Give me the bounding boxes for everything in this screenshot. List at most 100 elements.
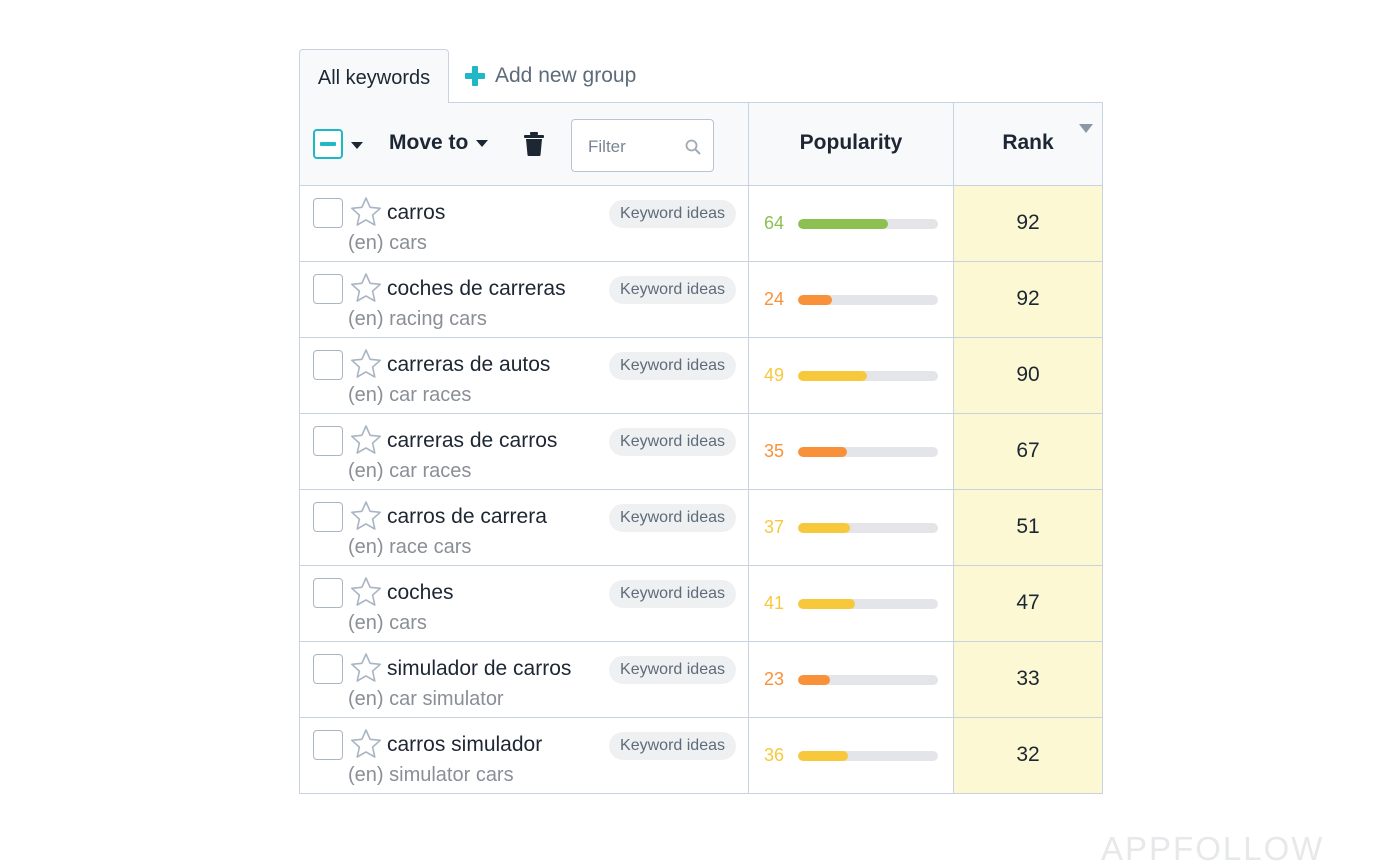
trash-icon[interactable] <box>523 132 545 156</box>
sort-desc-icon[interactable] <box>1079 124 1093 133</box>
star-icon[interactable] <box>350 576 382 608</box>
row-checkbox[interactable] <box>313 654 343 684</box>
add-new-group-button[interactable]: Add new group <box>465 61 636 91</box>
appfollow-watermark: APPFOLLOW <box>1101 830 1325 864</box>
row-checkbox[interactable] <box>313 350 343 380</box>
rank-cell: 33 <box>954 642 1102 717</box>
popularity-value: 64 <box>764 213 785 233</box>
select-options-chevron-down-icon[interactable] <box>351 142 363 149</box>
table-header: Move to Popularity <box>300 103 1102 185</box>
star-icon[interactable] <box>350 196 382 228</box>
rank-value: 33 <box>1016 667 1040 690</box>
tab-bar: All keywords Add new group <box>299 49 1103 103</box>
rank-value: 47 <box>1016 591 1040 614</box>
add-new-group-label: Add new group <box>495 64 637 87</box>
popularity-bar <box>798 523 938 533</box>
keyword-name: carreras de carros <box>387 429 558 452</box>
rank-value: 51 <box>1016 515 1040 538</box>
filter-field[interactable] <box>571 119 714 172</box>
popularity-bar-fill <box>798 751 849 761</box>
keyword-ideas-button[interactable]: Keyword ideas <box>609 276 736 304</box>
keyword-name: carros <box>387 201 446 224</box>
popularity-value: 35 <box>764 441 785 461</box>
keyword-ideas-button[interactable]: Keyword ideas <box>609 352 736 380</box>
popularity-bar-fill <box>798 523 850 533</box>
keyword-ideas-button[interactable]: Keyword ideas <box>609 656 736 684</box>
keyword-ideas-button[interactable]: Keyword ideas <box>609 428 736 456</box>
popularity-bar <box>798 599 938 609</box>
row-checkbox[interactable] <box>313 198 343 228</box>
popularity-cell: 35 <box>749 414 954 489</box>
popularity-value: 24 <box>764 289 785 309</box>
popularity-cell: 49 <box>749 338 954 413</box>
popularity-value: 23 <box>764 669 785 689</box>
popularity-bar <box>798 675 938 685</box>
star-icon[interactable] <box>350 348 382 380</box>
rank-cell: 92 <box>954 186 1102 261</box>
keyword-cell: coches de carreras (en) racing cars Keywor… <box>300 262 749 337</box>
filter-input[interactable] <box>588 134 678 160</box>
rank-cell: 67 <box>954 414 1102 489</box>
move-to-label: Move to <box>389 131 469 154</box>
rank-value: 67 <box>1016 439 1040 462</box>
keyword-name: simulador de carros <box>387 657 572 680</box>
star-icon[interactable] <box>350 652 382 684</box>
keyword-cell: carros (en) cars Keyword ideas <box>300 186 749 261</box>
chevron-down-icon <box>476 139 489 147</box>
popularity-bar-fill <box>798 295 832 305</box>
row-checkbox[interactable] <box>313 274 343 304</box>
keyword-translation: (en) car races <box>348 460 472 482</box>
tab-all-keywords[interactable]: All keywords <box>299 49 449 103</box>
popularity-bar-fill <box>798 219 888 229</box>
keyword-cell: simulador de carros (en) car simulator Key… <box>300 642 749 717</box>
keyword-ideas-button[interactable]: Keyword ideas <box>609 200 736 228</box>
keyword-name: carros simulador <box>387 733 543 756</box>
table-row: carros simulador (en) simulator cars Keywo… <box>300 717 1102 793</box>
popularity-bar-fill <box>798 371 867 381</box>
popularity-value: 37 <box>764 517 785 537</box>
select-all-checkbox[interactable] <box>313 129 343 159</box>
popularity-bar-fill <box>798 447 847 457</box>
row-checkbox[interactable] <box>313 426 343 456</box>
popularity-cell: 41 <box>749 566 954 641</box>
keyword-cell: carros de carrera (en) race cars Keyword i… <box>300 490 749 565</box>
keyword-translation: (en) car races <box>348 384 472 406</box>
keyword-cell: carreras de carros (en) car races Keyword … <box>300 414 749 489</box>
keyword-column-header: Move to <box>300 103 749 185</box>
move-to-dropdown[interactable]: Move to <box>389 131 489 155</box>
rank-header-label: Rank <box>1002 131 1054 154</box>
star-icon[interactable] <box>350 272 382 304</box>
table-row: simulador de carros (en) car simulator Key… <box>300 641 1102 717</box>
keyword-name: carreras de autos <box>387 353 551 376</box>
rank-value: 32 <box>1016 743 1040 766</box>
popularity-bar <box>798 751 938 761</box>
keyword-cell: carreras de autos (en) car races Keyword i… <box>300 338 749 413</box>
popularity-bar-fill <box>798 599 856 609</box>
keyword-translation: (en) car simulator <box>348 688 504 710</box>
keyword-ideas-button[interactable]: Keyword ideas <box>609 504 736 532</box>
table-body: carros (en) cars Keyword ideas 64 92 coches d… <box>300 185 1102 793</box>
keyword-name: carros de carrera <box>387 505 547 528</box>
star-icon[interactable] <box>350 728 382 760</box>
popularity-column-header[interactable]: Popularity <box>749 103 954 185</box>
keyword-ideas-button[interactable]: Keyword ideas <box>609 732 736 760</box>
rank-value: 90 <box>1016 363 1040 386</box>
popularity-value: 36 <box>764 745 785 765</box>
row-checkbox[interactable] <box>313 730 343 760</box>
star-icon[interactable] <box>350 500 382 532</box>
popularity-cell: 36 <box>749 718 954 793</box>
keywords-panel: All keywords Add new group Move to <box>299 49 1103 794</box>
keyword-translation: (en) race cars <box>348 536 472 558</box>
row-checkbox[interactable] <box>313 578 343 608</box>
rank-value: 92 <box>1016 211 1040 234</box>
search-icon <box>685 139 701 155</box>
table-row: carros (en) cars Keyword ideas 64 92 <box>300 185 1102 261</box>
keyword-ideas-button[interactable]: Keyword ideas <box>609 580 736 608</box>
star-icon[interactable] <box>350 424 382 456</box>
keyword-name: coches <box>387 581 454 604</box>
row-checkbox[interactable] <box>313 502 343 532</box>
popularity-cell: 37 <box>749 490 954 565</box>
keyword-translation: (en) simulator cars <box>348 764 514 786</box>
keyword-name: coches de carreras <box>387 277 566 300</box>
rank-column-header[interactable]: Rank <box>954 103 1102 185</box>
